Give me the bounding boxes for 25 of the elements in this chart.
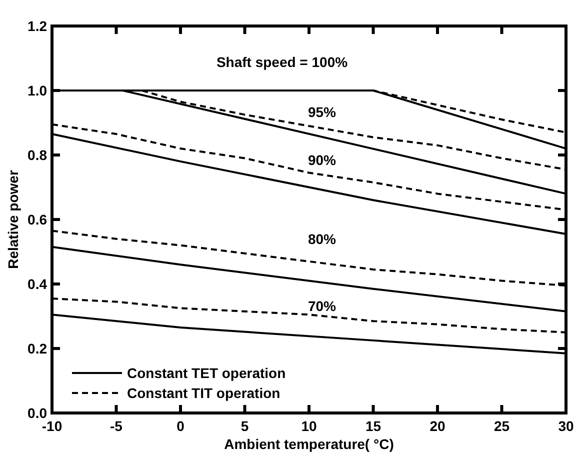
y-tick-label: 1.2 [28, 18, 48, 34]
x-tick-label: 20 [430, 418, 446, 434]
annotation: 80% [308, 231, 337, 247]
y-tick-label: 0.6 [28, 212, 48, 228]
y-tick-label: 0.0 [28, 405, 48, 421]
x-tick-label: 10 [301, 418, 317, 434]
x-tick-label: 15 [365, 418, 382, 434]
x-tick-label: 25 [494, 418, 510, 434]
y-tick-label: 0.8 [28, 147, 48, 163]
annotation: 70% [308, 298, 337, 314]
legend-label: Constant TIT operation [127, 385, 280, 401]
x-tick-label: 5 [240, 418, 249, 434]
y-tick-label: 0.4 [28, 276, 48, 292]
x-tick-label: -10 [42, 418, 62, 434]
x-tick-label: 0 [176, 418, 185, 434]
y-tick-label: 1.0 [28, 82, 48, 98]
x-tick-label: 30 [558, 418, 574, 434]
annotation: 90% [308, 152, 337, 168]
x-tick-label: -5 [110, 418, 123, 434]
annotation: Shaft speed = 100% [216, 54, 348, 70]
annotation: 95% [308, 104, 337, 120]
y-tick-label: 0.2 [28, 340, 48, 356]
legend-label: Constant TET operation [127, 365, 286, 381]
x-axis-title: Ambient temperature( °C) [224, 436, 394, 452]
y-axis-title: Relative power [5, 170, 21, 269]
